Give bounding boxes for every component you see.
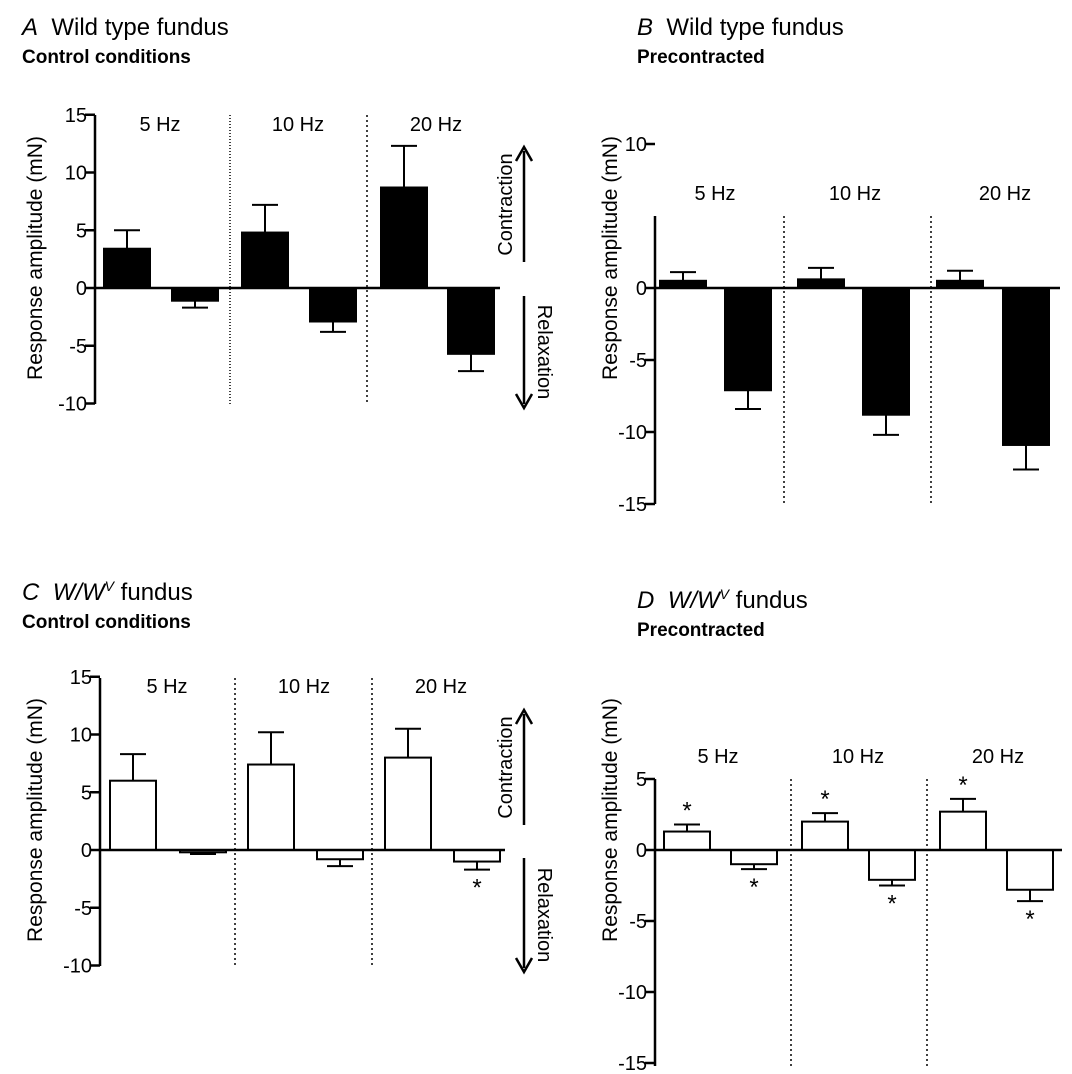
panel-d-significance-star: * (820, 786, 829, 813)
panel-c-y-tick-label: 5 (81, 782, 92, 804)
panel-a-header: A Wild type fundus Control conditions (22, 14, 229, 70)
panel-d-y-tick-label: 5 (636, 769, 647, 791)
panel-a-relaxation-arrowhead (514, 393, 534, 411)
panel-b-y-tick-label: 0 (636, 278, 647, 300)
panel-d-significance-star: * (1025, 906, 1034, 933)
panel-d-significance-star: * (682, 797, 691, 824)
panel-c-y-tick-label: -10 (63, 956, 92, 978)
panel-b-y-tick-label: -5 (629, 350, 647, 372)
panel-c-genotype-sup: V (104, 578, 115, 594)
panel-d-y-tick-label: -5 (629, 911, 647, 933)
panel-c-bar (109, 779, 157, 852)
panel-d-bar (730, 849, 778, 866)
panel-a-bar (309, 287, 357, 323)
panel-a-subtitle: Control conditions (22, 47, 191, 68)
panel-c-title-suffix: fundus (114, 579, 193, 606)
panel-b-bar (1002, 287, 1050, 446)
panel-c-y-tick-label: 10 (70, 725, 92, 747)
panel-d-y-tick-label: -10 (618, 982, 647, 1004)
panel-b-bar (797, 278, 845, 289)
panel-c-group-label: 5 Hz (146, 676, 187, 698)
panel-d-subtitle: Precontracted (637, 620, 765, 641)
panel-a-y-tick-label: -5 (69, 336, 87, 358)
panel-c-y-tick-label: 15 (70, 667, 92, 689)
panel-c-relaxation-arrowhead (514, 957, 534, 975)
panel-a-ylabel: Response amplitude (mN) (24, 136, 47, 380)
panel-b-letter: B (637, 14, 654, 41)
panel-d-ylabel: Response amplitude (mN) (599, 698, 622, 942)
panel-d-letter: D (637, 587, 655, 614)
panel-c-y-tick-label: 0 (81, 840, 92, 862)
panel-d-bar (939, 810, 987, 851)
panel-b-ylabel: Response amplitude (mN) (599, 136, 622, 380)
panel-a-y-tick-label: 15 (65, 105, 87, 127)
panel-d-group-label: 5 Hz (697, 746, 738, 768)
panel-a-group-label: 20 Hz (410, 114, 462, 136)
panel-c-title: C W/WV fundus (22, 572, 193, 607)
panel-b-y-tick-label: -15 (618, 494, 647, 516)
panel-c-contraction-arrowhead (514, 707, 534, 725)
panel-c-group-label: 20 Hz (415, 676, 467, 698)
panel-d-bar (801, 820, 849, 851)
panel-c-bar (384, 756, 432, 851)
panel-a-group-label: 10 Hz (272, 114, 324, 136)
panel-c-y-tick-label: -5 (74, 898, 92, 920)
panel-c-contraction-label: Contraction (495, 716, 517, 818)
panel-d-title-suffix: fundus (729, 587, 808, 614)
panel-b-title: B Wild type fundus (637, 14, 844, 42)
panel-d-title: D W/WV fundus (637, 580, 808, 615)
panel-c-bar (247, 763, 295, 852)
panel-c-relaxation-label: Relaxation (533, 868, 555, 963)
panel-a-relaxation-label: Relaxation (533, 305, 555, 400)
panel-c-genotype: W/W (52, 579, 105, 606)
panel-c-subtitle: Control conditions (22, 612, 191, 633)
panel-d-header: D W/WV fundus Precontracted (637, 580, 808, 643)
panel-d-significance-star: * (958, 772, 967, 799)
panel-a-y-tick-label: -10 (58, 394, 87, 416)
panel-a-y-tick-label: 0 (76, 278, 87, 300)
panel-a-contraction-arrowhead (514, 144, 534, 162)
panel-b-header: B Wild type fundus Precontracted (637, 14, 844, 70)
panel-a-group-label: 5 Hz (139, 114, 180, 136)
panel-d-significance-star: * (749, 874, 758, 901)
panel-c-bar (316, 849, 364, 861)
panel-b-y-tick-label: -10 (618, 422, 647, 444)
panel-b-group-label: 5 Hz (694, 183, 735, 205)
panel-b-subtitle: Precontracted (637, 47, 765, 68)
panel-d-genotype-sup: V (719, 586, 730, 602)
panel-a-y-tick-label: 10 (65, 163, 87, 185)
panel-b-group-label: 10 Hz (829, 183, 881, 205)
panel-c-bar (453, 849, 501, 863)
panel-d-group-label: 10 Hz (832, 746, 884, 768)
panel-d-significance-star: * (887, 891, 896, 918)
panel-b-title-text: Wild type fundus (666, 14, 844, 41)
panel-a-title-text: Wild type fundus (51, 14, 229, 41)
panel-a-bar (380, 186, 428, 289)
panel-b-y-tick-label: 10 (625, 134, 647, 156)
panel-c-ylabel: Response amplitude (mN) (24, 698, 47, 942)
panel-a-y-tick-label: 5 (76, 220, 87, 242)
panel-d-bar (868, 849, 916, 881)
panel-a-bar (241, 231, 289, 289)
panel-c-significance-star: * (472, 875, 481, 902)
panel-d-bar (1006, 849, 1054, 891)
panel-a-bar (103, 247, 151, 289)
panel-a-bar (447, 287, 495, 355)
panel-a-bar (171, 287, 219, 302)
panel-d-bar (663, 830, 711, 851)
panel-a-contraction-label: Contraction (495, 153, 517, 255)
panel-a-letter: A (22, 14, 39, 41)
panel-b-group-label: 20 Hz (979, 183, 1031, 205)
panel-d-y-tick-label: -15 (618, 1053, 647, 1074)
panel-b-bar (862, 287, 910, 416)
panel-c-letter: C (22, 579, 40, 606)
panel-a-title: A Wild type fundus (22, 14, 229, 42)
panel-d-group-label: 20 Hz (972, 746, 1024, 768)
panel-d-genotype: W/W (667, 587, 720, 614)
panel-c-group-label: 10 Hz (278, 676, 330, 698)
panel-b-bar (724, 287, 772, 392)
panel-d-y-tick-label: 0 (636, 840, 647, 862)
panel-c-header: C W/WV fundus Control conditions (22, 572, 193, 635)
